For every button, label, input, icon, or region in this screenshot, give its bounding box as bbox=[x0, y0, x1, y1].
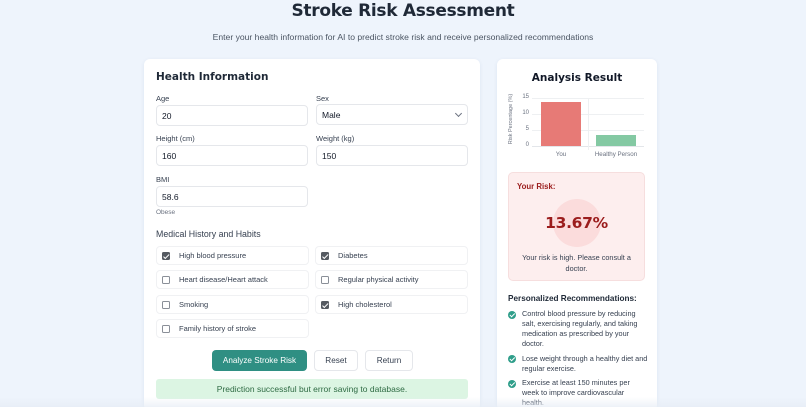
checkbox-checked-icon[interactable] bbox=[321, 300, 329, 309]
sex-select[interactable]: Male bbox=[316, 104, 468, 125]
recommendations-title: Personalized Recommendations: bbox=[508, 294, 637, 303]
weight-label: Weight (kg) bbox=[316, 134, 355, 143]
y-tick: 0 bbox=[525, 142, 529, 148]
analyze-button[interactable]: Analyze Stroke Risk bbox=[212, 350, 307, 371]
height-input[interactable] bbox=[156, 145, 308, 166]
recommendation-text: Exercise at least 150 minutes per week t… bbox=[522, 378, 630, 407]
health-form-card: Health Information Age Sex Male Height (… bbox=[144, 59, 480, 407]
checkbox-unchecked-icon[interactable] bbox=[162, 324, 170, 333]
history-title: Medical History and Habits bbox=[156, 229, 261, 239]
checkbox-high-blood-pressure[interactable]: High blood pressure bbox=[156, 246, 309, 265]
y-tick: 5 bbox=[525, 126, 529, 132]
result-title: Analysis Result bbox=[531, 72, 623, 84]
recommendation-item: Control blood pressure by reducing salt,… bbox=[508, 309, 648, 349]
checkbox-physical-activity[interactable]: Regular physical activity bbox=[315, 270, 468, 289]
x-tick: Healthy Person bbox=[594, 151, 638, 158]
recommendation-item: Lose weight through a healthy diet and r… bbox=[508, 354, 648, 374]
height-label: Height (cm) bbox=[156, 134, 195, 143]
risk-message: Your risk is high. Please consult a doct… bbox=[522, 253, 631, 273]
bar-healthy-person bbox=[596, 135, 636, 146]
checkbox-label: High blood pressure bbox=[179, 251, 247, 260]
checkbox-label: Family history of stroke bbox=[179, 324, 257, 333]
checkbox-checked-icon[interactable] bbox=[162, 251, 170, 260]
recommendations-list: Control blood pressure by reducing salt,… bbox=[508, 309, 648, 407]
x-tick: You bbox=[555, 151, 567, 158]
bmi-category: Obese bbox=[156, 209, 176, 216]
checkbox-unchecked-icon[interactable] bbox=[162, 300, 170, 309]
risk-circle-decoration bbox=[553, 199, 601, 247]
age-input[interactable] bbox=[156, 105, 308, 126]
form-title: Health Information bbox=[156, 71, 269, 83]
bmi-input-field[interactable] bbox=[162, 191, 302, 202]
checkbox-label: Regular physical activity bbox=[338, 275, 419, 284]
checkbox-unchecked-icon[interactable] bbox=[321, 275, 329, 284]
checkbox-high-cholesterol[interactable]: High cholesterol bbox=[315, 295, 468, 314]
result-card: Analysis Result Risk Percentage (%) 15 1… bbox=[497, 59, 657, 407]
weight-input-field[interactable] bbox=[322, 150, 462, 161]
sex-select-value: Male bbox=[322, 109, 341, 120]
check-circle-icon bbox=[508, 310, 516, 319]
y-tick: 15 bbox=[522, 94, 529, 100]
risk-label: Your Risk: bbox=[517, 182, 556, 191]
checkbox-label: High cholesterol bbox=[338, 300, 392, 309]
checkbox-label: Heart disease/Heart attack bbox=[179, 275, 268, 284]
checkbox-label: Diabetes bbox=[338, 251, 368, 260]
bmi-label: BMI bbox=[156, 175, 170, 184]
y-tick: 10 bbox=[522, 110, 529, 116]
reset-button[interactable]: Reset bbox=[314, 350, 358, 371]
risk-percentage: 13.67% bbox=[545, 214, 608, 232]
recommendation-item: Exercise at least 150 minutes per week t… bbox=[508, 378, 648, 407]
recommendation-text: Control blood pressure by reducing salt,… bbox=[522, 309, 638, 348]
risk-bar-chart: Risk Percentage (%) 15 10 5 0 You Health… bbox=[497, 59, 657, 169]
age-input-field[interactable] bbox=[162, 110, 302, 121]
age-label: Age bbox=[156, 94, 170, 103]
weight-input[interactable] bbox=[316, 145, 468, 166]
page-title: Stroke Risk Assessment bbox=[291, 1, 515, 21]
check-circle-icon bbox=[508, 379, 516, 388]
page-subtitle: Enter your health information for AI to … bbox=[212, 32, 594, 42]
checkbox-heart-disease[interactable]: Heart disease/Heart attack bbox=[156, 270, 309, 289]
height-input-field[interactable] bbox=[162, 150, 302, 161]
checkbox-smoking[interactable]: Smoking bbox=[156, 295, 309, 314]
chart-y-axis-label: Risk Percentage (%) bbox=[508, 93, 514, 145]
bar-you bbox=[541, 102, 581, 146]
return-button[interactable]: Return bbox=[365, 350, 413, 371]
checkbox-diabetes[interactable]: Diabetes bbox=[315, 246, 468, 265]
recommendation-text: Lose weight through a healthy diet and r… bbox=[522, 353, 648, 373]
status-alert: Prediction successful but error saving t… bbox=[156, 379, 468, 399]
checkbox-unchecked-icon[interactable] bbox=[162, 275, 170, 284]
gridline bbox=[588, 98, 589, 150]
checkbox-label: Smoking bbox=[179, 300, 209, 309]
chevron-down-icon bbox=[454, 109, 463, 118]
checkbox-checked-icon[interactable] bbox=[321, 251, 329, 260]
bmi-input[interactable] bbox=[156, 186, 308, 207]
risk-summary-box: Your Risk: 13.67% Your risk is high. Ple… bbox=[508, 172, 645, 281]
checkbox-family-history[interactable]: Family history of stroke bbox=[156, 319, 309, 338]
sex-label: Sex bbox=[316, 94, 329, 103]
check-circle-icon bbox=[508, 355, 516, 363]
